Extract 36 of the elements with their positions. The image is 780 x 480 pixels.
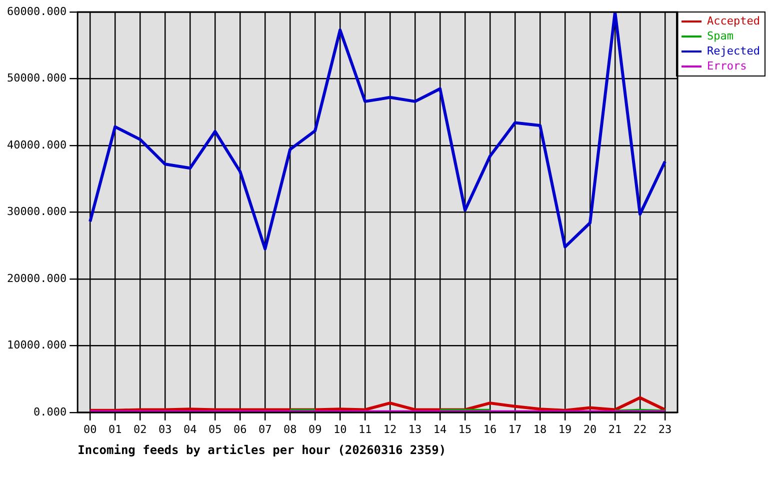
legend-label: Errors: [707, 59, 747, 72]
x-tick-label: 22: [633, 422, 647, 436]
x-tick-label: 20: [583, 422, 597, 436]
y-tick-label: 30000.000: [6, 205, 67, 218]
x-tick-label: 17: [508, 422, 522, 436]
x-tick-label: 02: [133, 422, 147, 436]
x-tick-label: 01: [108, 422, 122, 436]
x-tick-label: 08: [283, 422, 297, 436]
x-tick-label: 12: [383, 422, 397, 436]
y-tick-label: 60000.000: [6, 4, 67, 18]
x-tick-label: 18: [533, 422, 547, 436]
y-tick-label: 20000.000: [6, 272, 67, 285]
x-tick-label: 14: [433, 422, 448, 436]
y-tick-label: 0.000: [33, 405, 67, 418]
x-tick-label: 16: [483, 422, 497, 436]
x-tick-label: 03: [158, 422, 172, 436]
y-tick-label: 40000.000: [6, 138, 67, 152]
x-tick-label: 07: [258, 422, 272, 436]
legend-label: Spam: [707, 29, 734, 42]
x-tick-label: 10: [333, 422, 347, 436]
x-axis-title: Incoming feeds by articles per hour (20260316 2359): [78, 442, 446, 457]
x-tick-label: 21: [608, 422, 622, 436]
x-tick-label: 15: [458, 422, 472, 436]
legend-label: Accepted: [707, 14, 760, 28]
x-tick-label: 09: [308, 422, 322, 436]
x-tick-label: 04: [183, 422, 198, 436]
x-tick-label: 11: [358, 422, 372, 436]
x-tick-label: 13: [408, 422, 422, 436]
x-tick-label: 05: [208, 422, 222, 436]
y-tick-label: 10000.000: [6, 338, 67, 352]
legend-label: Rejected: [707, 44, 760, 58]
x-tick-label: 19: [558, 422, 572, 436]
x-tick-label: 06: [233, 422, 247, 436]
x-tick-label: 00: [83, 422, 97, 436]
x-tick-label: 23: [658, 422, 672, 436]
y-tick-label: 50000.000: [6, 72, 67, 85]
